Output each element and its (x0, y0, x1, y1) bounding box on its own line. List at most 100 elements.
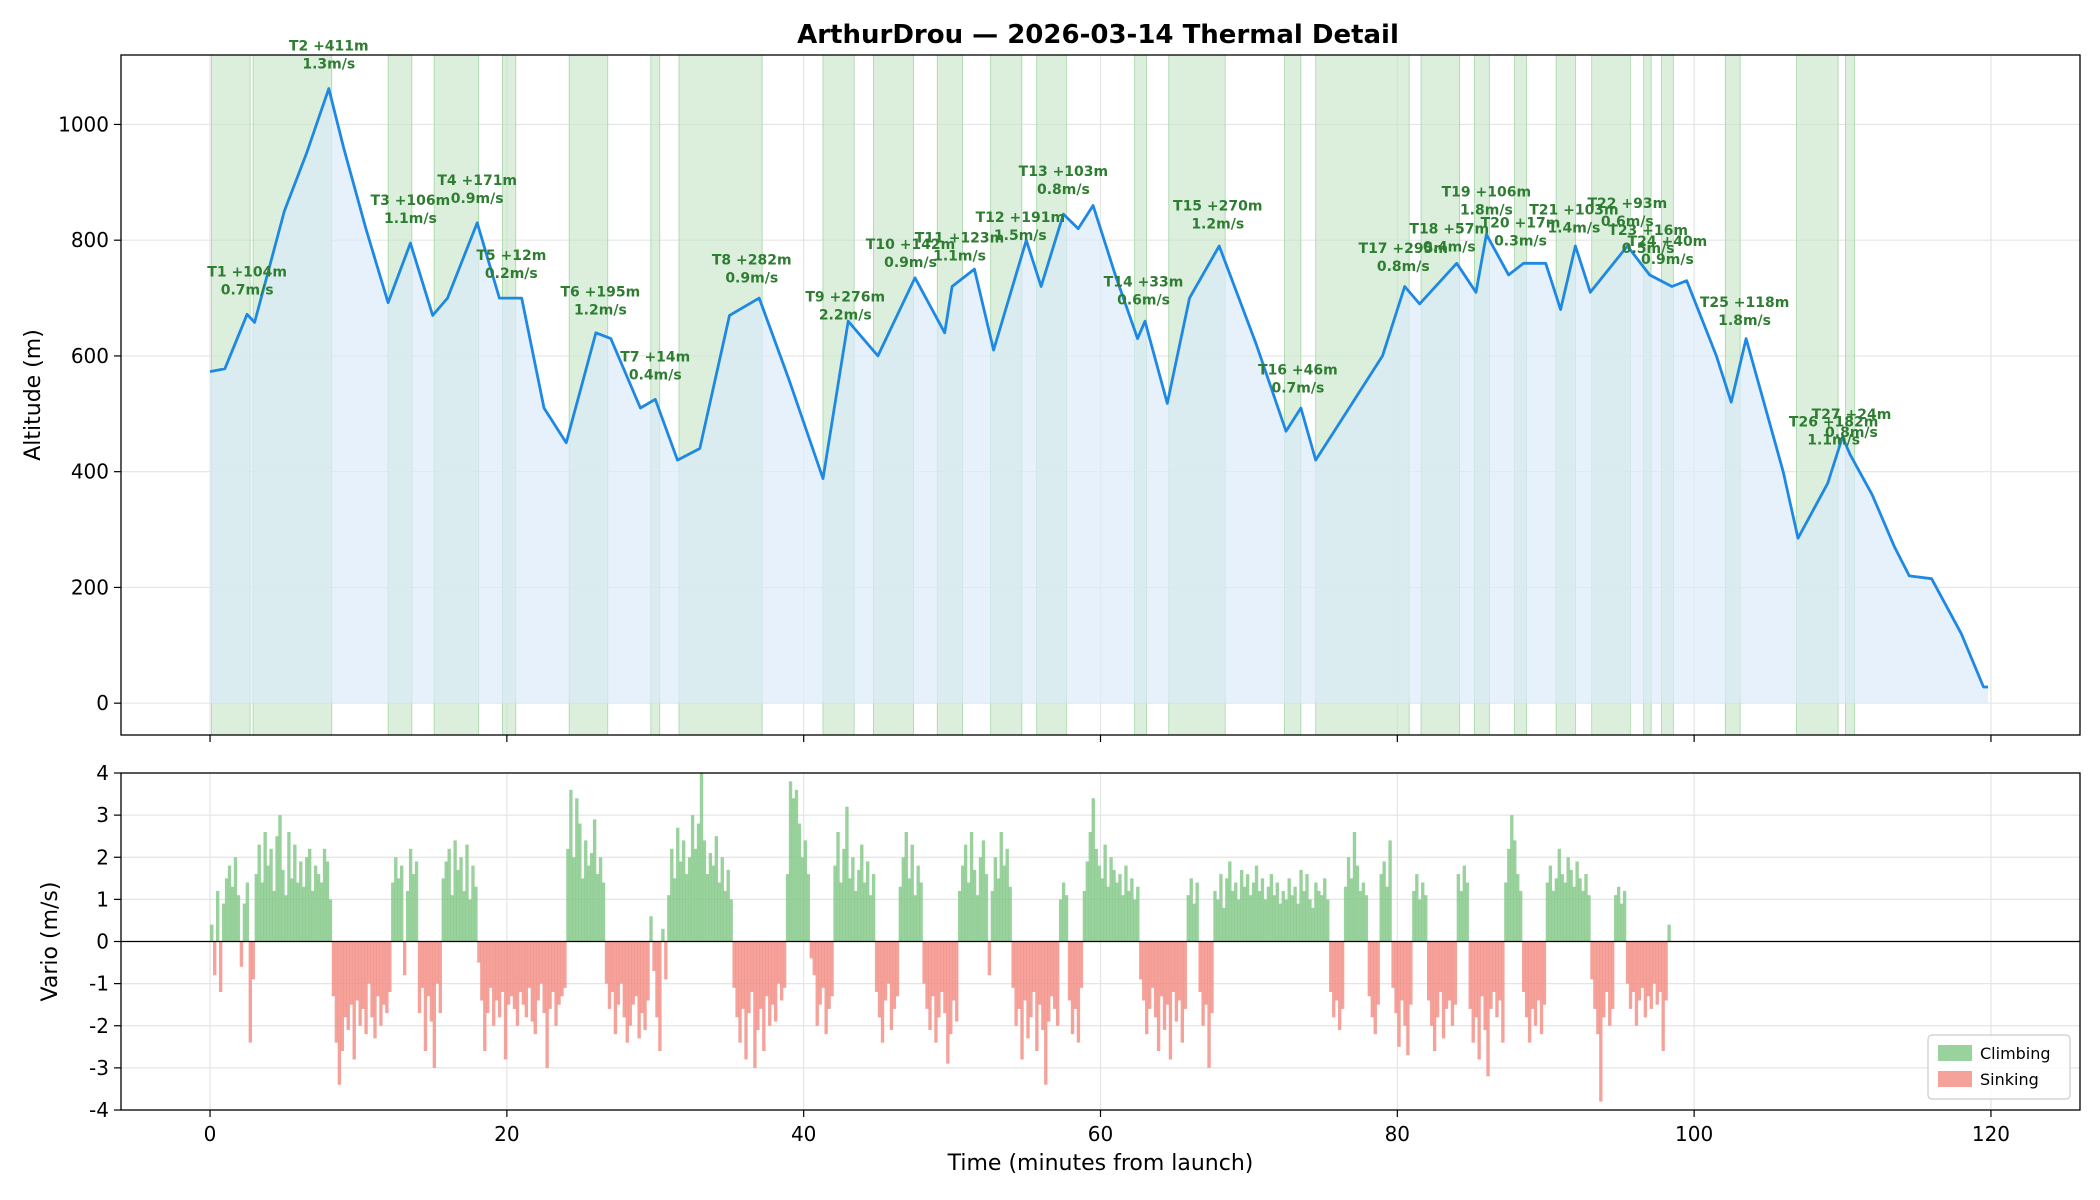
vario-bar-climb (729, 899, 733, 942)
vario-bar-climb (1379, 874, 1383, 942)
vario-bar-climb (1082, 890, 1087, 942)
vario-bar-climb (414, 861, 419, 942)
vario-bar-sink (1183, 941, 1187, 1009)
vario-bar-sink (744, 941, 748, 1060)
vario-bar-climb (278, 815, 282, 942)
thermal-label-t20: T20 +17m (1481, 216, 1561, 232)
vario-bar-climb (904, 831, 908, 942)
vario-bar-sink (1477, 941, 1481, 1060)
thermal-rate-t2: 1.3m/s (302, 57, 355, 73)
vario-bar-climb (1195, 882, 1199, 942)
vario-bar-climb (236, 895, 241, 942)
vario-bar-sink (1524, 941, 1529, 1018)
thermal-label-t23: T23 +16m (1608, 223, 1688, 239)
vario-bar-climb (1510, 815, 1514, 942)
vario-bar-sink (1438, 941, 1443, 993)
vario-bar-climb (676, 827, 680, 942)
vario-bar-sink (1450, 941, 1455, 1026)
vario-bar-sink (554, 941, 558, 1026)
vario-bar-climb (1412, 890, 1416, 942)
vario-bar-climb (833, 865, 837, 942)
vario-bar-climb (1293, 886, 1297, 942)
thermal-rate-t13: 0.8m/s (1037, 182, 1090, 198)
vario-bar-sink (1370, 941, 1374, 1018)
vario-bar-sink (548, 941, 552, 1009)
thermal-label-t5: T5 +12m (476, 248, 546, 264)
vario-bar-climb (1130, 878, 1134, 942)
vario-bar-climb (1622, 890, 1627, 942)
vario-bar-sink (1599, 941, 1603, 1102)
vario-bar-climb (394, 857, 398, 942)
vario-bar-sink (1625, 941, 1630, 984)
vario-bar-sink (432, 941, 437, 1068)
vario-bar-climb (791, 798, 796, 942)
vario-bar-sink (1210, 941, 1214, 1014)
vario-bar-climb (1516, 874, 1520, 942)
vario-bar-climb (230, 886, 235, 942)
vario-bar-climb (598, 857, 603, 942)
vario-bar-sink (388, 941, 392, 993)
vario-bar-sink (563, 941, 567, 988)
thermal-labels: T1 +104m 0.7m/s T2 +411m 1.3m/s T3 +106m 1.1m… (207, 39, 1891, 449)
vario-bar-sink (883, 941, 888, 1001)
thermal-label-t24: T24 +40m (1628, 234, 1708, 250)
vario-bar-sink (952, 941, 956, 1001)
vario-bar-climb (1106, 886, 1110, 942)
vario-bar-sink (889, 941, 894, 1030)
vario-bar-climb (302, 886, 306, 942)
vario-bar-sink (1539, 941, 1544, 1035)
vario-bar-climb (1361, 882, 1366, 942)
vario-bar-sink (1409, 941, 1413, 1005)
vario-bar-sink (420, 941, 425, 988)
vario-bar-climb (468, 899, 472, 942)
vario-bar-sink (1334, 941, 1339, 1001)
thermal-rate-t20: 0.3m/s (1494, 234, 1547, 250)
vario-bar-sink (492, 941, 496, 1026)
vario-bar-climb (919, 882, 923, 942)
vario-bar-sink (343, 941, 347, 1018)
vario-bar-sink (1492, 941, 1496, 993)
vario-bar-sink (827, 941, 831, 1009)
vario-bar-climb (1133, 899, 1137, 942)
vario-bar-sink (628, 941, 632, 1026)
vario-bar-sink (1628, 941, 1633, 1009)
vario-bar-sink (815, 941, 819, 1026)
vario-bar-sink (1480, 941, 1484, 997)
vario-bar-climb (1061, 882, 1066, 942)
thermal-rate-t23: 0.5m/s (1622, 241, 1675, 257)
vario-bar-climb (1100, 878, 1104, 942)
vario-bar-climb (595, 874, 600, 942)
altitude-area-fill (210, 88, 1988, 704)
vario-bar-climb (1127, 890, 1131, 942)
vario-bar-sink (1139, 941, 1143, 980)
vario-bar-sink (646, 941, 650, 1001)
vario-bar-sink (542, 941, 546, 1014)
vario-bar-climb (566, 848, 570, 942)
vario-bar-climb (1462, 865, 1466, 942)
vario-bar-climb (1421, 882, 1425, 942)
vario-bar-sink (515, 941, 520, 1026)
vario-bar-sink (634, 941, 638, 997)
vario-bar-climb (1192, 903, 1196, 942)
vario-bar-climb (1257, 890, 1262, 942)
vario-bar-climb (1305, 874, 1309, 942)
vario-bar-sink (776, 941, 781, 984)
vario-bar-sink (1468, 941, 1472, 1009)
vario-bar-sink (1590, 941, 1594, 980)
vario-bar-climb (287, 831, 291, 942)
vario-bar-sink (1079, 941, 1084, 988)
vario-bar-climb (702, 840, 707, 942)
vario-bar-climb (1554, 878, 1558, 942)
vario-bar-climb (696, 823, 701, 942)
vario-bar-sink (1453, 941, 1458, 1005)
vario-bar-sink (1147, 941, 1152, 1009)
vario-bar-climb (1513, 840, 1517, 942)
vario-bar-sink (1649, 941, 1653, 1009)
thermal-rate-t8: 0.9m/s (725, 270, 778, 286)
vario-bar-climb (1616, 886, 1621, 942)
vario-bar-sink (1441, 941, 1446, 1039)
vario-bar-climb (221, 903, 226, 942)
vario-bar-sink (1168, 941, 1173, 1060)
vario-bar-climb (1352, 831, 1357, 942)
vario-bar-climb (806, 874, 811, 942)
